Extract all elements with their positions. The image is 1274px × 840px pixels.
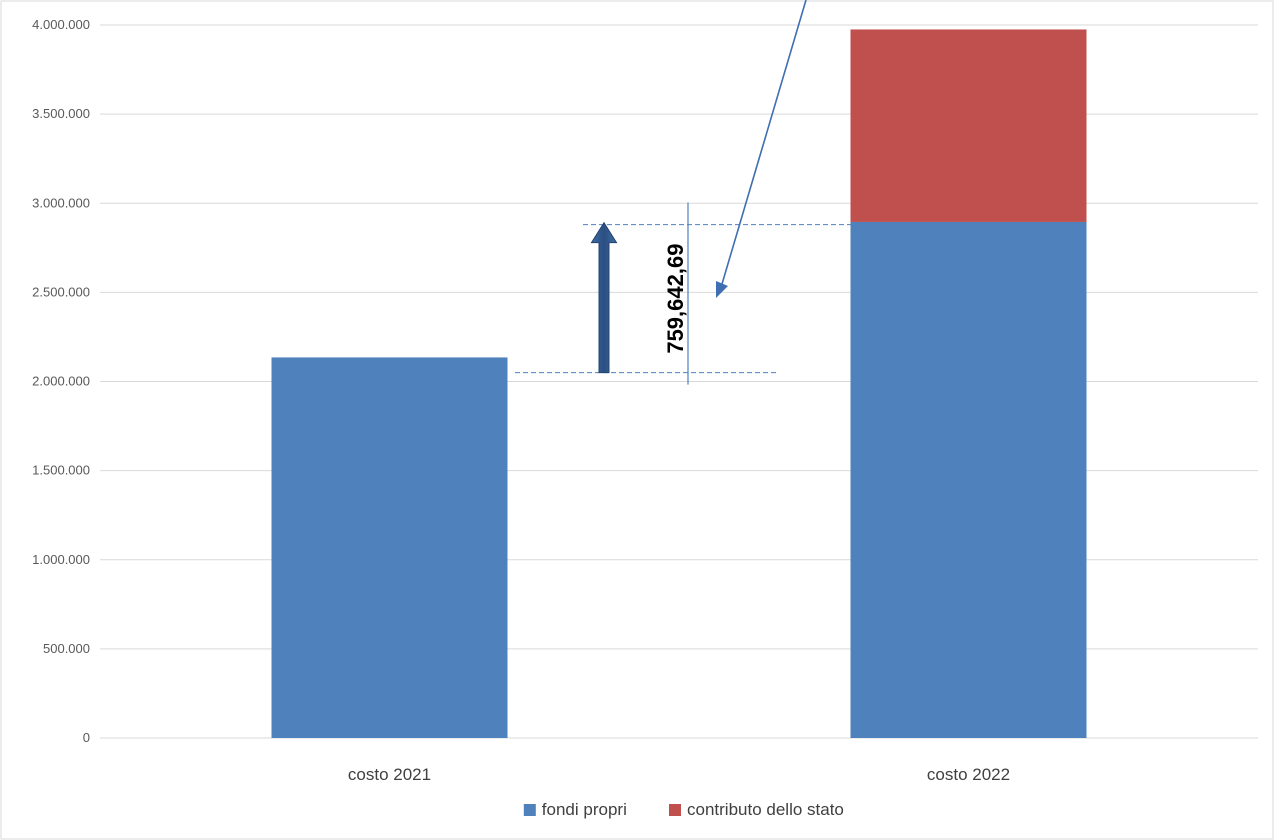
category-labels: costo 2021 costo 2022 xyxy=(348,765,1010,784)
y-tick-label: 2.000.000 xyxy=(32,374,90,389)
legend: fondi propri contributo dello stato xyxy=(523,800,844,819)
y-tick-label: 2.500.000 xyxy=(32,284,90,299)
bar-fondi-propri xyxy=(850,221,1087,738)
y-axis-ticks: 0 500.000 1.000.000 1.500.000 2.000.000 2.500… xyxy=(32,17,90,745)
difference-label: 759,642,69 xyxy=(663,244,688,354)
y-tick-label: 3.000.000 xyxy=(32,195,90,210)
legend-label: fondi propri xyxy=(542,800,627,819)
bar-fondi-propri xyxy=(271,357,508,738)
legend-swatch xyxy=(523,804,536,816)
y-tick-label: 0 xyxy=(83,730,90,745)
y-tick-label: 500.000 xyxy=(43,641,90,656)
category-label: costo 2021 xyxy=(348,765,431,784)
y-tick-label: 1.500.000 xyxy=(32,463,90,478)
bars xyxy=(271,29,1087,738)
legend-label: contributo dello stato xyxy=(687,800,844,819)
y-tick-label: 1.000.000 xyxy=(32,552,90,567)
up-arrow-icon xyxy=(590,221,618,374)
category-label: costo 2022 xyxy=(927,765,1010,784)
legend-swatch xyxy=(669,804,681,816)
pointer-line xyxy=(721,0,807,285)
bar-contributo-dello-stato xyxy=(850,29,1087,222)
y-tick-label: 3.500.000 xyxy=(32,106,90,121)
y-tick-label: 4.000.000 xyxy=(32,17,90,32)
pointer-arrowhead-icon xyxy=(716,281,728,298)
difference-annotation: 759,642,69 xyxy=(515,0,860,385)
